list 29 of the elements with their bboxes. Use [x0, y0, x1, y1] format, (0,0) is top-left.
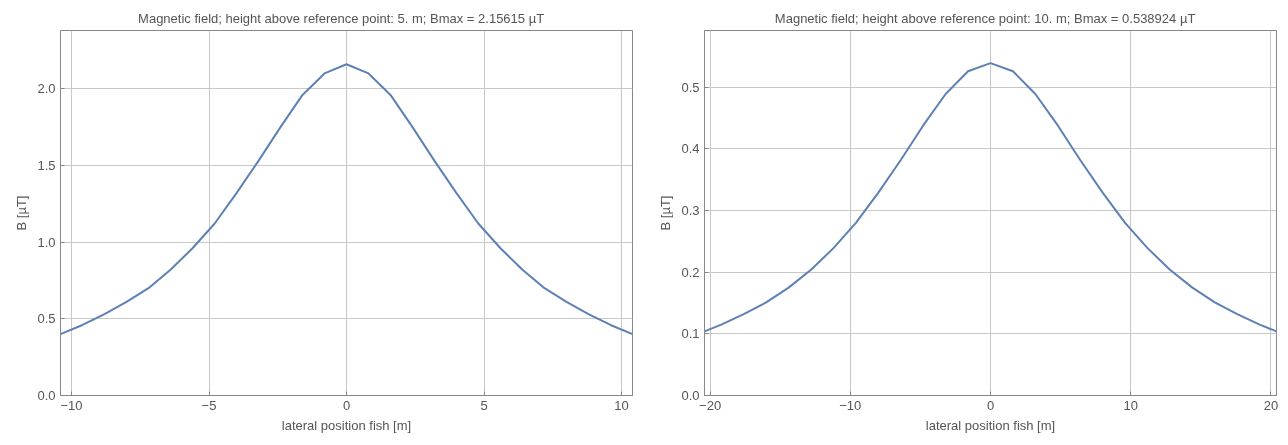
- chart-title: Magnetic field; height above reference point: 5. m; Bmax = 2.15615 µT: [138, 10, 545, 26]
- x-tick-label: 10: [1123, 397, 1138, 413]
- y-tick-label: 0.0: [681, 388, 700, 403]
- y-tick-label: 0.4: [681, 141, 700, 157]
- x-tick-label: 5: [480, 397, 488, 413]
- y-tick-label: 0.0: [37, 388, 56, 403]
- y-tick-label: 1.0: [37, 234, 56, 250]
- chart-title: Magnetic field; height above reference point: 10. m; Bmax = 0.538924 µT: [774, 10, 1196, 26]
- y-tick-label: 0.3: [681, 203, 700, 219]
- y-tick-label: 0.5: [37, 311, 56, 327]
- x-tick-label: −20: [699, 397, 722, 413]
- x-tick-label: −10: [839, 397, 862, 413]
- y-axis-title: B [µT]: [658, 195, 674, 231]
- x-tick-label: 0: [342, 397, 351, 413]
- y-tick-label: 2.0: [37, 81, 56, 97]
- y-tick-label: 0.5: [681, 79, 700, 95]
- x-axis-title: lateral position fish [m]: [281, 417, 412, 433]
- x-axis-title: lateral position fish [m]: [925, 417, 1056, 433]
- y-tick-label: 0.1: [681, 326, 700, 342]
- x-tick-label: 0: [986, 397, 995, 413]
- x-tick-label: −10: [60, 397, 83, 413]
- x-tick-label: 20: [1263, 397, 1279, 413]
- y-tick-label: 1.5: [37, 157, 56, 173]
- x-tick-label: −5: [201, 397, 217, 413]
- x-tick-label: 10: [614, 397, 629, 413]
- y-axis-title: B [µT]: [14, 195, 30, 231]
- line-series: [60, 63, 633, 336]
- line-series: [704, 62, 1277, 333]
- y-tick-label: 0.2: [681, 264, 700, 280]
